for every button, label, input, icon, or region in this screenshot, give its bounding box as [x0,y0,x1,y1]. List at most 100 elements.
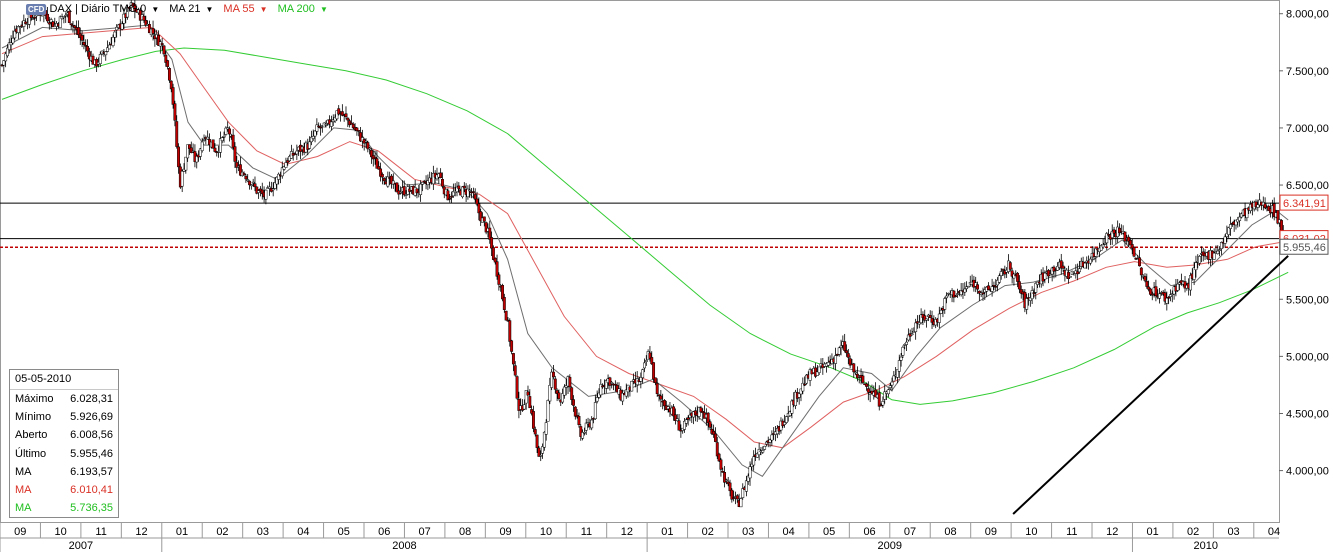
candle-body [815,371,819,376]
candle-body [497,274,501,285]
candle-body [395,182,399,193]
candle-body [1138,257,1141,267]
candle-body [717,453,721,462]
candle-body [157,35,160,46]
candle-body [1165,297,1169,304]
candle-body [522,404,526,410]
candle-body [555,390,559,395]
indicator-ma55[interactable]: MA 55 ▼ [223,3,268,15]
candle-body [315,124,319,132]
candle-body [359,132,362,142]
candle-body [723,472,727,483]
x-month-label: 07 [904,526,916,538]
candle-body [535,434,539,448]
x-month-label: 04 [297,526,309,538]
candle-body [601,385,605,388]
row-label: MA [15,465,32,478]
x-month-label: 03 [742,526,754,538]
candle-body [98,54,102,64]
candle-body [319,126,322,129]
candle-body [701,411,705,414]
candle-body [126,7,130,18]
candle-body [604,380,608,389]
candle-body [1112,229,1116,234]
candle-body [750,463,754,467]
indicator-ma21[interactable]: MA 21 ▼ [169,3,214,15]
candle-body [794,391,797,406]
candle-body [337,108,341,115]
candle-body [728,482,732,492]
candle-body [448,198,452,200]
candle-body [1118,227,1121,234]
candle-body [1219,241,1223,249]
candle-body [715,442,719,457]
candle-body [987,285,990,290]
candle-body [275,176,279,185]
candle-body [897,360,901,372]
candle-body [200,141,204,151]
candle-body [959,290,963,295]
candle-body [788,411,792,416]
instrument-title[interactable]: DAX | Diário TMG 0 ▼ [49,3,160,15]
candle-body [450,196,453,198]
candle-body [18,26,22,28]
candle-body [380,174,384,178]
candle-body [373,156,377,159]
x-month-label: 01 [661,526,673,538]
candle-body [712,430,716,435]
candle-body [1192,267,1196,280]
candle-body [253,183,257,188]
candle-body [906,334,910,341]
candle-body [284,162,288,168]
data-window-row: Último 5.955,46 [10,445,118,463]
candle-body [1143,276,1147,281]
candle-body [1183,281,1187,289]
candle-body [495,261,499,277]
row-value: 5.955,46 [70,447,113,460]
candle-body [1256,204,1260,208]
candle-body [568,376,572,388]
candle-body [817,366,821,373]
candle-body [402,186,406,196]
candle-body [564,385,568,388]
candle-body [120,23,124,30]
x-month-label: 01 [176,526,188,538]
indicator-ma200[interactable]: MA 200 ▼ [277,3,328,15]
cfd-icon[interactable]: CFD [26,3,47,15]
candle-body [329,121,333,127]
candle-body [404,194,408,196]
candle-body [488,227,492,240]
candle-body [675,418,679,421]
candle-body [439,172,443,179]
candle-body [1076,271,1080,275]
candle-body [1105,233,1109,244]
candle-body [1169,294,1172,297]
candle-body [1147,286,1151,290]
candle-body [732,497,736,499]
candle-body [111,36,115,46]
candle-body [719,459,723,470]
candle-body [630,380,634,392]
candle-body [834,355,838,364]
candle-body [552,371,555,378]
candle-body [113,31,117,38]
candle-body [724,479,728,482]
chevron-down-icon: ▼ [151,5,160,14]
candle-body [295,150,299,155]
candle-body [415,188,419,194]
candle-body [1132,247,1136,257]
candle-body [80,35,84,41]
candle-body [966,285,970,288]
y-tick-label: 8.000,00 [1286,9,1329,21]
candle-body [917,322,921,325]
candle-body [1028,297,1032,301]
chevron-down-icon: ▼ [205,5,214,14]
row-label: Máximo [15,393,54,406]
candle-body [1267,206,1271,211]
candle-body [994,286,998,288]
candle-body [581,432,585,439]
candle-body [346,117,350,121]
candle-body [142,15,146,21]
candle-body [1194,262,1198,271]
